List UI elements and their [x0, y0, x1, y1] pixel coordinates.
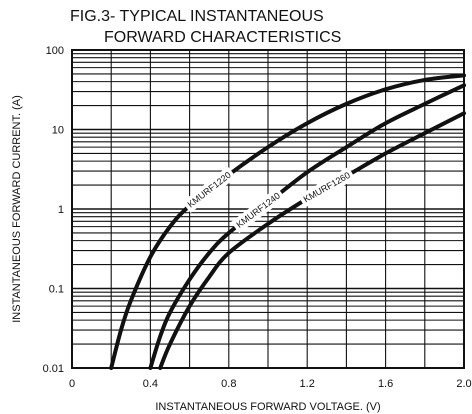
x-tick-label: 0.8 [221, 378, 236, 390]
x-tick-label: 0 [69, 378, 75, 390]
x-axis-label: INSTANTANEOUS FORWARD VOLTAGE. (V) [155, 401, 380, 413]
series-curve-3 [158, 111, 466, 370]
y-tick-label: 10 [52, 125, 64, 137]
chart-title-line1: FIG.3- TYPICAL INSTANTANEOUS [70, 8, 324, 25]
x-tick-label: 1.6 [378, 378, 393, 390]
series-label-bg [182, 166, 237, 214]
x-tick-labels: 0 0.4 0.8 1.2 1.6 2.0 [69, 378, 472, 390]
x-tick-label: 2.0 [456, 378, 471, 390]
y-tick-label: 100 [46, 45, 64, 57]
y-axis-label: INSTANTANEOUS FORWARD CURRENT. (A) [11, 95, 23, 323]
series-label-text: KMURF1220 [186, 170, 233, 210]
y-tick-label: 0.1 [49, 284, 64, 296]
y-tick-label: 1 [58, 204, 64, 216]
y-tick-label: 0.01 [43, 363, 64, 375]
series-label-bg [230, 187, 286, 234]
y-tick-labels: 0.01 0.1 1 10 100 [43, 45, 64, 375]
series-label-text: KMURF1240 [234, 191, 282, 230]
x-tick-label: 0.4 [143, 378, 158, 390]
x-tick-label: 1.2 [300, 378, 315, 390]
series-label-bg [298, 166, 356, 208]
plot-frame [71, 49, 465, 369]
series-label-1: KMURF1220 [182, 166, 237, 214]
chart-title-line2: FORWARD CHARACTERISTICS [104, 29, 341, 46]
series-label-text: KMURF1260 [302, 170, 352, 204]
